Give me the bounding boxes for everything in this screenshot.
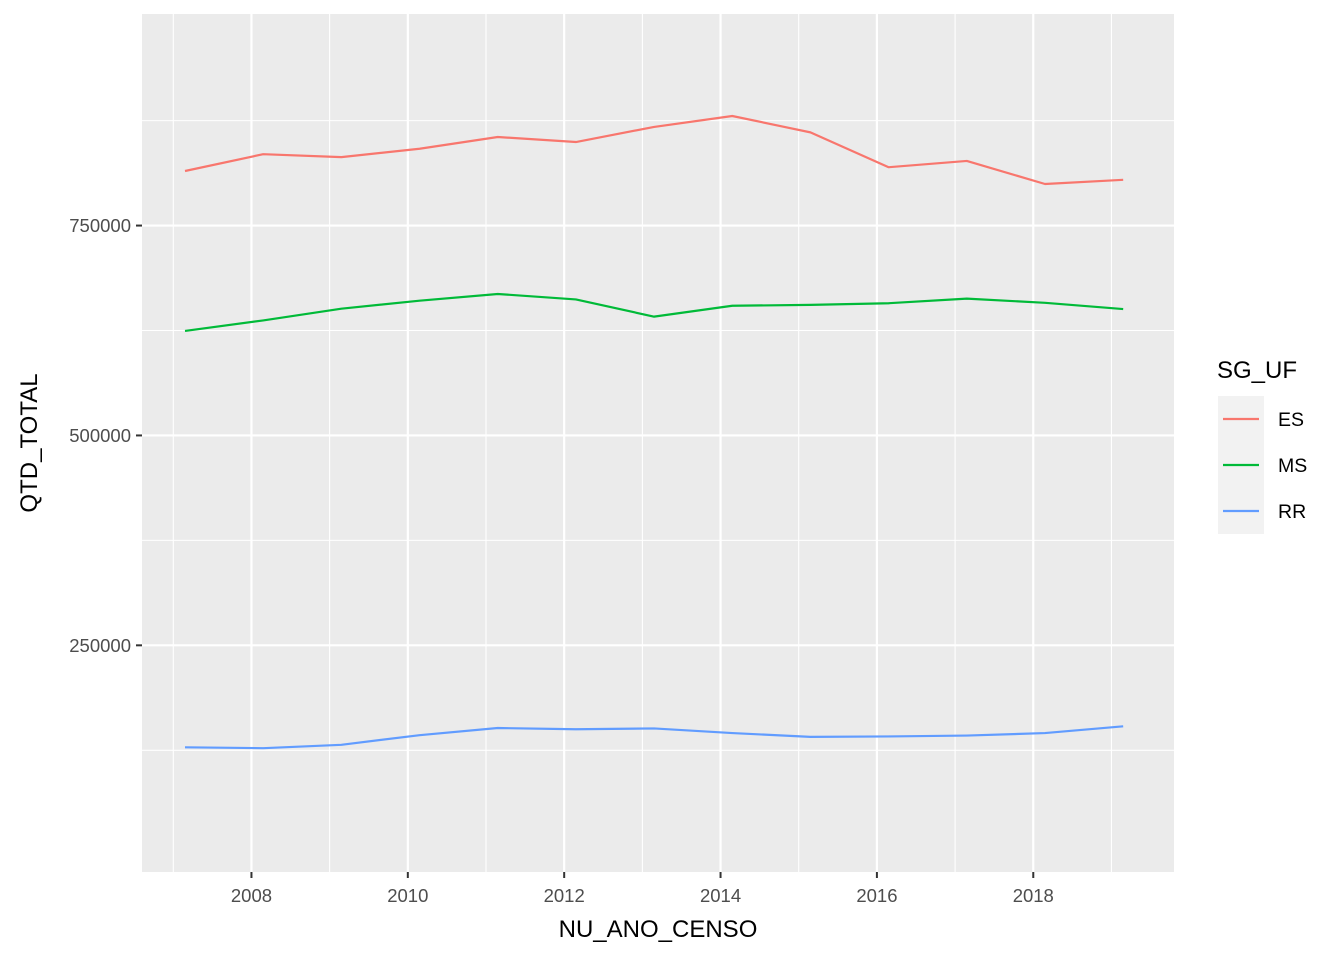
series-line-es xyxy=(184,114,1124,186)
legend-label-ms: MS xyxy=(1278,455,1307,477)
legend-label-es: ES xyxy=(1278,409,1304,431)
x-tick-label: 2012 xyxy=(544,885,585,906)
x-axis: 2008 2010 2012 2014 2016 2018 xyxy=(231,872,1054,906)
x-tick-label: 2010 xyxy=(387,885,428,906)
x-tick-label: 2016 xyxy=(856,885,897,906)
legend: SG_UF ES MS RR xyxy=(1217,357,1307,534)
series-line-rr xyxy=(184,725,1124,750)
legend-label-rr: RR xyxy=(1278,501,1306,523)
x-axis-title: NU_ANO_CENSO xyxy=(559,916,758,943)
y-tick-label: 750000 xyxy=(69,215,131,236)
series-line-ms xyxy=(184,292,1124,333)
plot-panel xyxy=(142,14,1174,872)
x-tick-label: 2018 xyxy=(1013,885,1054,906)
x-tick-label: 2014 xyxy=(700,885,741,906)
y-axis: 250000 500000 750000 xyxy=(69,215,142,656)
y-tick-label: 250000 xyxy=(69,635,131,656)
legend-title: SG_UF xyxy=(1217,357,1297,384)
x-tick-label: 2008 xyxy=(231,885,272,906)
series-lines xyxy=(184,114,1124,750)
y-tick-label: 500000 xyxy=(69,425,131,446)
y-axis-title: QTD_TOTAL xyxy=(16,373,43,512)
